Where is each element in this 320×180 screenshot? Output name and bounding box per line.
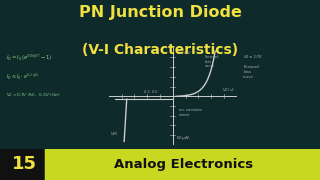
- Text: 0.3  0.5: 0.3 0.5: [144, 90, 157, 94]
- Text: (V-I Characteristics): (V-I Characteristics): [82, 43, 238, 57]
- Text: $V_D \approx 0.7V$: $V_D \approx 0.7V$: [243, 54, 264, 61]
- Polygon shape: [45, 148, 62, 180]
- Text: $V_D(v)$: $V_D(v)$: [222, 86, 235, 94]
- Text: 15: 15: [12, 155, 37, 173]
- Text: rev. saturation
current: rev. saturation current: [179, 108, 202, 117]
- Text: $V_{D}=0.7V$ (Si),  $0.3V$ (Ge): $V_{D}=0.7V$ (Si), $0.3V$ (Ge): [6, 92, 61, 99]
- Bar: [0, 148, 50, 180]
- Text: $I_D(mA)$: $I_D(mA)$: [176, 49, 192, 57]
- Text: $V_{BR}$: $V_{BR}$: [110, 130, 118, 138]
- Text: Analog Electronics: Analog Electronics: [115, 158, 253, 171]
- Text: Forward
bias
curve: Forward bias curve: [205, 55, 219, 68]
- Text: PN Junction Diode: PN Junction Diode: [79, 5, 241, 20]
- Text: Forward
bias
curve: Forward bias curve: [243, 65, 259, 79]
- Text: $I_{D} \approx I_S \cdot e^{V_D/\eta V_T}$: $I_{D} \approx I_S \cdot e^{V_D/\eta V_T…: [6, 72, 41, 82]
- Text: $I_D = I_S(e^{V_D/\eta V_T} - 1)$: $I_D = I_S(e^{V_D/\eta V_T} - 1)$: [6, 52, 53, 63]
- Text: $I_D(\mu A)$: $I_D(\mu A)$: [176, 134, 190, 143]
